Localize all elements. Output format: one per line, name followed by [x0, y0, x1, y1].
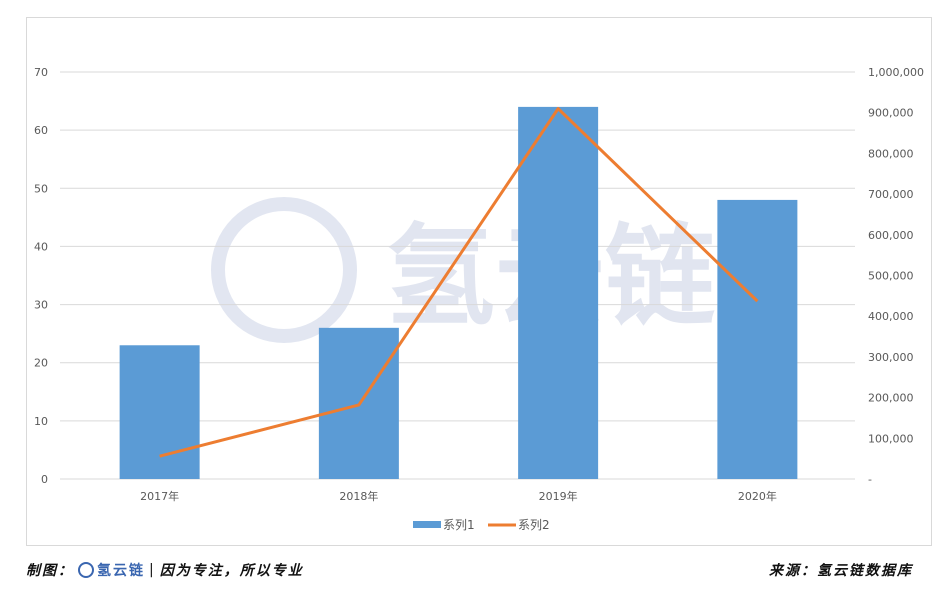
y-right-tick-label: 800,000 — [868, 147, 914, 160]
y-left-tick-label: 20 — [34, 357, 48, 370]
logo-icon — [78, 562, 94, 578]
logo-text: 氢云链 — [97, 563, 145, 579]
y-left-tick-label: 40 — [34, 240, 48, 253]
bar-2017年 — [119, 345, 200, 479]
legend-label-series1: 系列1 — [443, 518, 475, 532]
y-right-tick-label: 1,000,000 — [868, 66, 924, 79]
y-left-tick-label: 30 — [34, 299, 48, 312]
watermark-logo-icon — [211, 197, 357, 343]
footer-left: 制图： 氢云链 | 因为专注，所以专业 — [26, 560, 304, 580]
y-right-tick-label: - — [868, 473, 872, 486]
y-right-tick-label: 600,000 — [868, 229, 914, 242]
chart-frame — [26, 17, 932, 546]
line-series2 — [159, 107, 759, 458]
y-left-tick-label: 60 — [34, 124, 48, 137]
y-left-tick-label: 70 — [34, 66, 48, 79]
y-right-tick-label: 100,000 — [868, 432, 914, 445]
y-right-tick-label: 200,000 — [868, 392, 914, 405]
x-tick-label: 2018年 — [339, 489, 378, 503]
y-right-tick-label: 400,000 — [868, 310, 914, 323]
footer-slogan: 因为专注，所以专业 — [159, 563, 304, 579]
footer-separator: | — [149, 562, 156, 578]
footer-source: 来源：氢云链数据库 — [769, 563, 913, 579]
watermark: 氢云链 — [211, 197, 715, 343]
y-right-tick-label: 500,000 — [868, 270, 914, 283]
y-right-tick-label: 900,000 — [868, 107, 914, 120]
x-tick-label: 2020年 — [738, 489, 777, 503]
y-right-tick-label: 700,000 — [868, 188, 914, 201]
x-tick-label: 2019年 — [539, 489, 578, 503]
y-left-tick-label: 10 — [34, 415, 48, 428]
y-right-tick-label: 300,000 — [868, 351, 914, 364]
legend-label-series2: 系列2 — [518, 518, 550, 532]
bar-2019年 — [518, 106, 599, 479]
bar-2020年 — [717, 199, 798, 479]
footer-logo: 氢云链 — [78, 560, 145, 580]
y-left-tick-label: 0 — [41, 473, 48, 486]
legend-swatch-series1 — [413, 521, 441, 528]
footer-made-by: 制图： — [26, 563, 74, 579]
x-tick-label: 2017年 — [140, 489, 179, 503]
y-left-tick-label: 50 — [34, 182, 48, 195]
